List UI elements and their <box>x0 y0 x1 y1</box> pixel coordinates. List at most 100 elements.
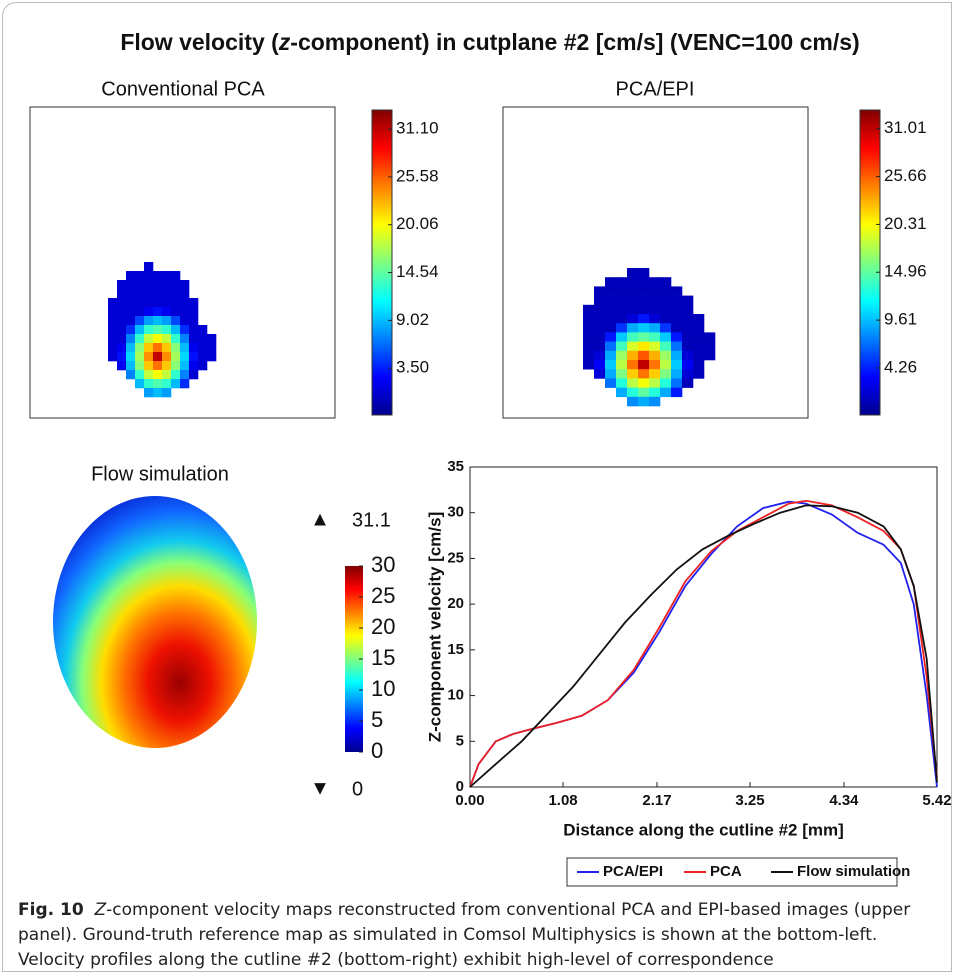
colorbar-tick-label: 31.01 <box>884 118 927 137</box>
heatmap-cell <box>605 369 617 379</box>
x-axis-title: Distance along the cutline #2 [mm] <box>563 820 844 839</box>
heatmap-cell <box>616 314 628 324</box>
heatmap-cell <box>189 343 199 353</box>
heatmap-cell <box>153 289 163 299</box>
legend-label: PCA/EPI <box>603 863 663 880</box>
heatmap-cell <box>126 343 136 353</box>
heatmap-cell <box>135 325 145 335</box>
heatmap-cell <box>171 280 181 290</box>
heatmap-cell <box>126 325 136 335</box>
heatmap-cell <box>594 323 606 333</box>
heatmap-cell <box>171 361 181 371</box>
min-marker: ▼ <box>310 777 330 799</box>
heatmap-cell <box>117 343 127 353</box>
heatmap-cell <box>583 323 595 333</box>
heatmap-cell <box>135 370 145 380</box>
heatmap-cell <box>135 379 145 389</box>
heatmap-cell <box>126 370 136 380</box>
heatmap-cell <box>616 369 628 379</box>
heatmap-cell <box>171 370 181 380</box>
heatmap-cell <box>153 352 163 362</box>
heatmap-cell <box>693 323 705 333</box>
colorbar-tick-label: 20.31 <box>884 214 927 233</box>
colorbar-tick-label: 25 <box>371 583 395 608</box>
heatmap-cell <box>144 388 154 398</box>
series-line <box>469 499 938 788</box>
colorbar-tick-label: 20.06 <box>396 214 439 233</box>
heatmap-cell <box>153 361 163 371</box>
title-part: Flow velocity ( <box>120 29 279 55</box>
heatmap-cell <box>616 295 628 306</box>
heatmap-cell <box>594 369 606 379</box>
heatmap-cell <box>616 378 628 388</box>
heatmap-cell <box>117 334 127 344</box>
heatmap-cell <box>605 314 617 324</box>
heatmap-cell <box>108 343 118 353</box>
heatmap-cell <box>144 271 154 281</box>
caption-italic: Z <box>94 900 107 920</box>
colorbar <box>371 109 393 416</box>
y-tick-label: 25 <box>447 549 464 566</box>
heatmap-cell <box>638 277 650 287</box>
colorbar-tick-label: 25.58 <box>396 166 439 185</box>
heatmap-cell <box>616 323 628 333</box>
heatmap-cell <box>660 360 672 370</box>
heatmap-cell <box>616 360 628 370</box>
heatmap-cell <box>180 298 190 308</box>
colorbar-tick-label: 31.10 <box>396 119 439 138</box>
heatmap-cell <box>189 316 199 326</box>
heatmap-cell <box>638 314 650 324</box>
heatmap-cell <box>144 307 154 317</box>
heatmap-cell <box>671 295 683 306</box>
heatmap-cell <box>189 352 199 362</box>
heatmap-cell <box>144 352 154 362</box>
heatmap-cell <box>627 378 639 388</box>
heatmap-cell <box>594 350 606 361</box>
heatmap-cell <box>682 341 694 352</box>
heatmap-cell <box>135 289 145 299</box>
heatmap-cell <box>594 332 606 342</box>
heatmap-cell <box>144 334 154 344</box>
colorbar-tick-label: 9.02 <box>396 310 429 329</box>
heatmap-cell <box>117 280 127 290</box>
colorbar <box>345 566 363 752</box>
map-title: PCA/EPI <box>616 78 695 100</box>
heatmap-cell <box>144 379 154 389</box>
heatmap-cell <box>693 350 705 361</box>
heatmap-cell <box>180 325 190 335</box>
heatmap-cell <box>649 323 661 333</box>
heatmap-cell <box>616 277 628 287</box>
heatmap-cell <box>638 268 650 278</box>
heatmap-cell <box>135 307 145 317</box>
title-part: -component) in cutplane #2 [cm/s] (VENC=… <box>290 29 859 55</box>
heatmap-cell <box>144 262 154 272</box>
heatmap-cell <box>108 298 118 308</box>
colorbar-tick-label: 20 <box>371 614 395 639</box>
plot-frame <box>469 466 938 788</box>
heatmap-cell <box>627 277 639 287</box>
heatmap-cell <box>198 361 208 371</box>
heatmap-cell <box>126 307 136 317</box>
colorbar-tick-label: 30 <box>371 552 395 577</box>
heatmap-cell <box>594 295 606 306</box>
heatmap-cell <box>153 388 163 398</box>
heatmap-cell <box>144 280 154 290</box>
heatmap-cell <box>638 350 650 361</box>
heatmap-cell <box>189 325 199 335</box>
figure-graphics: Flow velocity (z-component) in cutplane … <box>29 29 952 887</box>
heatmap-cell <box>171 307 181 317</box>
heatmap-cell <box>189 307 199 317</box>
heatmap-cell <box>117 289 127 299</box>
heatmap-cell <box>660 341 672 352</box>
heatmap-cell <box>627 387 639 398</box>
heatmap-cell <box>135 280 145 290</box>
heatmap-cell <box>660 277 672 287</box>
simulation-map <box>53 496 257 748</box>
heatmap-cell <box>135 343 145 353</box>
heatmap-cell <box>671 286 683 296</box>
heatmap-cell <box>135 298 145 308</box>
heatmap-cell <box>171 289 181 299</box>
heatmap-cell <box>682 360 694 370</box>
heatmap-cell <box>162 280 172 290</box>
